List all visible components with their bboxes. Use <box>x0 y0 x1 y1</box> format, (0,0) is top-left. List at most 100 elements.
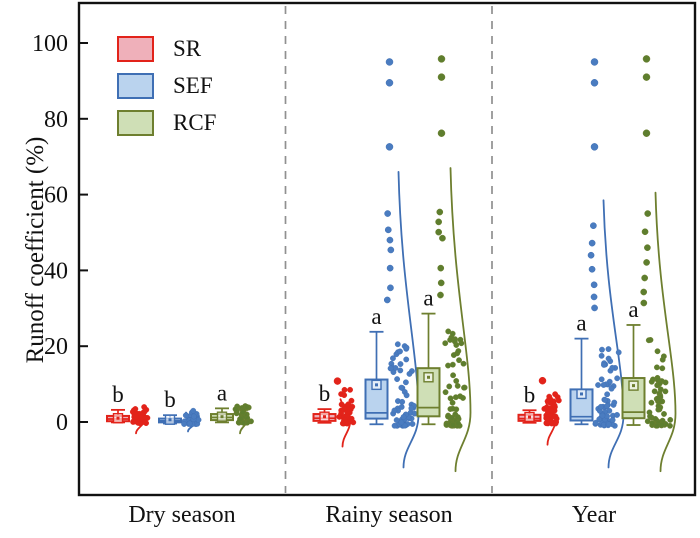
legend-label-rcf: RCF <box>173 110 217 135</box>
scatter-point <box>647 413 653 420</box>
scatter-point <box>403 392 410 399</box>
scatter-point <box>614 412 620 418</box>
scatter-point <box>655 403 662 409</box>
scatter-point <box>461 384 468 391</box>
scatter-point <box>455 420 461 427</box>
scatter-point <box>237 415 244 422</box>
scatter-point <box>604 391 611 398</box>
scatter-point-mid <box>437 291 444 299</box>
y-tick-label: 40 <box>44 258 68 284</box>
scatter-point <box>450 372 456 379</box>
scatter-point <box>454 382 461 389</box>
scatter-point <box>195 416 202 423</box>
scatter-point <box>347 386 353 393</box>
scatter-point <box>398 384 405 391</box>
scatter-point-mid <box>439 234 446 242</box>
scatter-point-mid <box>590 281 598 289</box>
density-curve-rcf <box>654 191 677 473</box>
scatter-point-mid <box>437 264 445 272</box>
scatter-point <box>452 394 459 401</box>
scatter-point-mid <box>384 226 392 234</box>
legend-item-rcf: RCF <box>117 109 216 136</box>
scatter-point <box>387 365 394 372</box>
y-tick-label: 20 <box>44 334 68 360</box>
scatter-point <box>455 348 462 354</box>
scatter-point <box>447 395 454 402</box>
scatter-point <box>608 385 615 392</box>
scatter-point <box>605 346 612 352</box>
scatter-point <box>453 378 460 384</box>
scatter-point <box>658 421 665 428</box>
scatter-point <box>645 337 652 344</box>
scatter-point <box>602 397 608 403</box>
outlier-point <box>642 55 651 63</box>
scatter-point <box>336 413 343 420</box>
legend-swatch-sr <box>117 35 154 62</box>
outlier-point <box>437 129 446 137</box>
scatter-point <box>186 420 193 427</box>
scatter-point <box>449 330 456 337</box>
scatter-point-mid <box>640 288 648 296</box>
outlier-point <box>385 79 394 87</box>
scatter-point <box>615 349 622 356</box>
scatter-point <box>555 397 562 404</box>
scatter-point <box>597 403 604 410</box>
scatter-point <box>391 407 398 414</box>
sig-letter-rcf: a <box>423 286 433 311</box>
legend-item-sr: SR <box>117 35 216 62</box>
scatter-point <box>447 337 454 343</box>
scatter-point <box>659 365 666 372</box>
scatter-point <box>345 401 352 408</box>
scatter-point <box>654 395 661 402</box>
density-curve-rcf <box>449 167 472 473</box>
scatter-point <box>393 417 400 424</box>
scatter-point <box>605 421 612 428</box>
scatter-point <box>399 398 406 405</box>
scatter-point <box>397 367 404 374</box>
legend-swatch-rcf <box>117 109 154 136</box>
scatter-point <box>547 396 554 402</box>
scatter-point <box>659 356 666 363</box>
mean-marker-dot <box>427 375 430 379</box>
scatter-point <box>548 407 555 414</box>
scatter-point-mid <box>387 246 395 254</box>
x-category-dry-season: Dry season <box>128 502 236 528</box>
y-tick-label: 60 <box>44 183 68 209</box>
scatter-point-mid <box>587 251 595 259</box>
scatter-point <box>652 415 659 422</box>
scatter-point <box>595 382 601 388</box>
outlier-point <box>590 143 599 151</box>
x-category-rainy-season: Rainy season <box>325 502 453 528</box>
scatter-point <box>190 407 197 414</box>
scatter-point <box>181 421 188 427</box>
scatter-point <box>609 417 616 423</box>
sig-letter-sef: b <box>164 387 176 412</box>
scatter-point <box>662 379 669 386</box>
scatter-point-mid <box>641 274 648 282</box>
scatter-point <box>661 411 667 417</box>
sig-letter-sr: b <box>319 381 331 406</box>
scatter-point <box>341 392 348 399</box>
y-tick-label: 0 <box>56 410 68 436</box>
scatter-point-mid <box>435 228 443 236</box>
outlier-point <box>590 58 599 66</box>
scatter-point <box>611 399 618 406</box>
scatter-point-mid <box>588 239 596 247</box>
scatter-point-mid <box>437 279 445 287</box>
scatter-point <box>552 419 559 426</box>
scatter-point <box>651 388 658 395</box>
scatter-point <box>609 364 616 371</box>
scatter-point <box>394 341 401 348</box>
scatter-point <box>446 383 453 390</box>
scatter-point <box>402 379 409 386</box>
scatter-point <box>454 414 461 420</box>
scatter-point <box>460 360 467 367</box>
scatter-point <box>667 416 674 423</box>
scatter-point <box>654 348 661 355</box>
scatter-point <box>551 402 558 409</box>
mean-marker-dot <box>375 383 378 387</box>
y-tick-label: 100 <box>32 31 68 57</box>
mean-marker-dot <box>580 392 583 396</box>
scatter-point <box>406 370 413 377</box>
